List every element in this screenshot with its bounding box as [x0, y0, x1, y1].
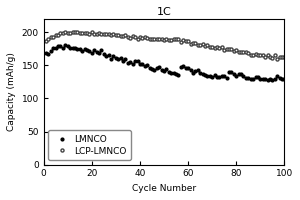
LMNCO — [266, 79, 269, 81]
LMNCO — [169, 71, 173, 74]
Line: LMNCO: LMNCO — [45, 44, 286, 81]
LCP-LMNCO — [73, 30, 77, 33]
LCP-LMNCO — [189, 42, 192, 45]
Y-axis label: Capacity (mAh/g): Capacity (mAh/g) — [7, 52, 16, 131]
LMNCO — [283, 78, 286, 80]
LCP-LMNCO — [169, 39, 173, 41]
Title: 1C: 1C — [157, 7, 171, 17]
LMNCO — [102, 52, 106, 55]
LMNCO — [44, 52, 48, 55]
LMNCO — [189, 69, 192, 72]
Line: LCP-LMNCO: LCP-LMNCO — [44, 30, 286, 61]
LCP-LMNCO — [92, 33, 96, 35]
LCP-LMNCO — [275, 58, 279, 60]
LCP-LMNCO — [283, 56, 286, 59]
LMNCO — [64, 44, 67, 46]
LCP-LMNCO — [273, 54, 277, 56]
LCP-LMNCO — [266, 54, 269, 56]
Legend: LMNCO, LCP-LMNCO: LMNCO, LCP-LMNCO — [48, 130, 131, 160]
LMNCO — [271, 79, 274, 81]
LCP-LMNCO — [102, 33, 106, 36]
X-axis label: Cycle Number: Cycle Number — [132, 184, 196, 193]
LMNCO — [275, 75, 279, 77]
LMNCO — [92, 48, 96, 51]
LCP-LMNCO — [44, 40, 48, 42]
